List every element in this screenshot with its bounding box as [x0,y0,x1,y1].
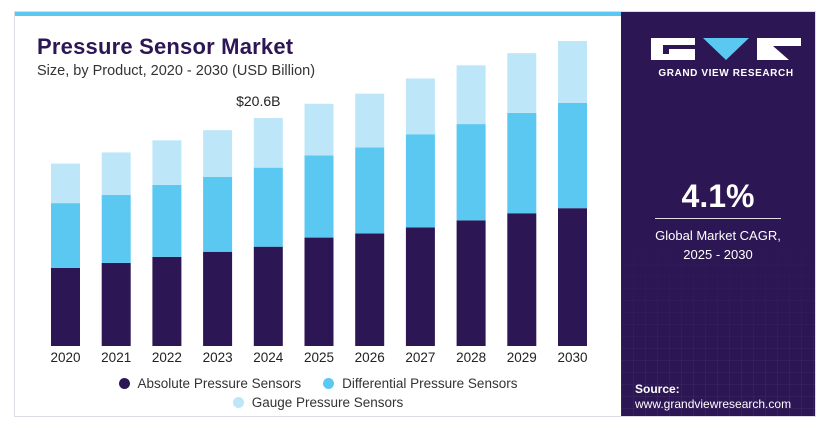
bar-segment-2023-absolute [203,251,233,346]
bar-segment-2029-gauge [507,53,537,113]
legend-label-gauge: Gauge Pressure Sensors [251,395,404,410]
source-url: www.grandviewresearch.com [635,397,792,411]
infographic-card: Pressure Sensor Market Size, by Product,… [14,11,816,417]
legend-row-1: Absolute Pressure Sensors Differential P… [15,376,621,391]
bar-segment-2026-differential [355,147,385,234]
x-tick-label-2028: 2028 [456,350,486,365]
data-label-2024: $20.6B [236,93,280,109]
source-block: Source: www.grandviewresearch.com [635,382,791,412]
x-tick-label-2027: 2027 [405,350,435,365]
bar-segment-2030-absolute [558,208,587,346]
chart-subtitle: Size, by Product, 2020 - 2030 (USD Billi… [37,63,316,79]
x-tick-label-2026: 2026 [355,350,385,365]
x-tick-label-2030: 2030 [557,350,587,365]
bar-segment-2024-differential [253,167,283,247]
legend-swatch-differential [323,378,335,389]
chart-title: Pressure Sensor Market [37,34,294,59]
bar-segment-2022-differential [152,184,182,257]
x-tick-label-2024: 2024 [253,350,284,365]
bar-segment-2027-differential [405,134,435,228]
x-tick-label-2020: 2020 [50,350,80,365]
cagr-value: 4.1% [681,178,755,214]
x-tick-label-2025: 2025 [304,350,334,365]
bar-segment-2024-absolute [253,246,283,346]
x-tick-label-2029: 2029 [507,350,537,365]
bar-segment-2025-absolute [304,237,334,346]
bar-segment-2023-differential [203,176,233,252]
legend-row-2: Gauge Pressure Sensors [15,395,621,410]
grand-view-research-logo: GRAND VIEW RESEARCH [651,36,801,96]
bar-segment-2021-differential [101,195,131,263]
bar-segment-2020-differential [51,203,80,268]
legend-label-differential: Differential Pressure Sensors [342,376,518,391]
bar-segment-2021-absolute [101,262,131,346]
bar-segment-2024-gauge [253,118,283,168]
bar-segment-2022-absolute [152,256,182,346]
bar-segment-2023-gauge [203,130,233,177]
x-tick-label-2023: 2023 [203,350,233,365]
stacked-bar-chart: 2020 2021 2022 2023 2024 $20.6B 2025 2026 2027 20… [50,40,588,365]
bar-segment-2029-absolute [507,213,537,346]
bar-segment-2026-gauge [355,93,385,148]
legend-swatch-absolute [118,378,130,389]
bar-segment-2020-gauge [51,163,80,204]
legend-item-differential: Differential Pressure Sensors [323,376,517,391]
sidebar-panel: GRAND VIEW RESEARCH 4.1% Global Market C… [621,12,815,416]
gvr-logo-icon [651,38,801,60]
x-tick-label-2021: 2021 [101,350,131,365]
bar-segment-2028-absolute [456,220,486,346]
legend-label-absolute: Absolute Pressure Sensors [137,376,302,391]
legend-item-absolute: Absolute Pressure Sensors [118,376,302,391]
bar-segment-2027-absolute [405,227,435,346]
bar-segment-2028-gauge [456,65,486,125]
bar-segment-2022-gauge [152,140,182,185]
cagr-label: Global Market CAGR, 2025 - 2030 [621,226,815,264]
bar-segment-2029-differential [507,112,537,214]
bar-segment-2027-gauge [405,78,435,135]
x-tick-label-2022: 2022 [152,350,182,365]
bar-segment-2030-differential [558,102,587,209]
bar-segment-2030-gauge [558,40,587,103]
cagr-label-text: Global Market CAGR, [655,228,781,243]
source-title: Source: [635,382,680,396]
bar-segment-2026-absolute [355,233,385,346]
brand-name: GRAND VIEW RESEARCH [658,68,794,79]
cagr-period: 2025 - 2030 [683,247,753,262]
legend-item-gauge: Gauge Pressure Sensors [232,395,404,410]
legend-swatch-gauge [232,397,244,408]
chart-legend: Absolute Pressure Sensors Differential P… [15,376,621,410]
bar-segment-2025-differential [304,155,334,238]
cagr-divider [655,218,781,219]
bar-segment-2020-absolute [51,267,80,346]
bar-segment-2025-gauge [304,103,334,156]
bar-segment-2021-gauge [101,152,131,196]
accent-line [15,12,621,16]
sidebar-grid-pattern [621,12,815,416]
bar-segment-2028-differential [456,124,486,221]
